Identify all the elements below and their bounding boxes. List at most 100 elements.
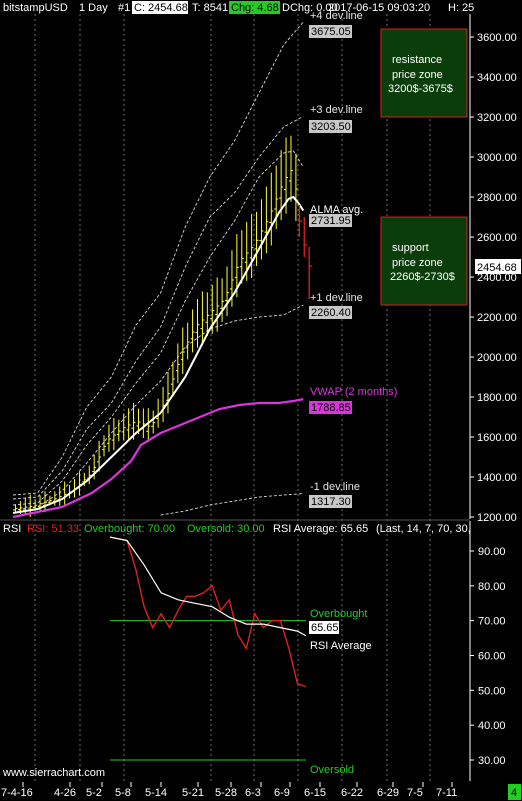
price-bar [13,504,18,513]
price-bar [161,386,166,422]
price-bar [264,186,269,254]
price-bar [116,419,121,442]
rsi-oversold-text: Oversold: 30.00 [187,523,265,535]
rsi-line [109,536,307,688]
header-trades: T: 8541 [192,2,228,14]
rsi-average-line [109,536,307,637]
price-bar [185,322,190,360]
alma-line [12,195,305,514]
rsi-value: RSI: 51.33 [27,523,79,535]
price-bar [269,172,274,246]
y-tick-label: 2200.00 [477,312,517,324]
price-bar [146,408,151,443]
price-bar [254,211,259,266]
price-bar [259,199,264,260]
x-tick-label: 6-15 [304,787,326,799]
corner-tag-text: 4 [511,787,517,799]
alma-label: ALMA avg. [310,204,363,216]
x-tick-label: 5-2 [86,787,102,799]
rsi-name: RSI [3,523,21,535]
plus3-value: 3203.50 [311,121,351,133]
price-bar [23,497,28,516]
resistance-zone-line1: resistance [392,54,442,66]
plus3-label: +3 dev.line [310,104,363,116]
rsi-y-tick-label: 70.00 [478,616,506,628]
header-close: C: 2454.68 [134,2,188,14]
corner-tag: 4 [508,784,521,800]
price-bar [62,481,67,506]
x-tick-label: 4-26 [54,787,76,799]
y-tick-label: 1400.00 [477,472,517,484]
price-bar [106,424,111,452]
resistance-zone: resistance price zone 3200$-3675$ [380,28,468,118]
header-number: #1 [118,2,130,14]
x-tick-label: 7-4-16 [1,787,33,799]
rsi-average-label: RSI Average [310,640,372,652]
price-bar-down [303,217,308,257]
x-tick-label: 7-11 [436,787,457,799]
plus1-label: +1 dev.line [310,292,363,304]
plus4-value: 3675.05 [311,26,351,38]
price-bar [102,435,107,457]
support-zone-line2: price zone [392,257,443,269]
y-tick-label: 2000.00 [477,352,517,364]
vwap-line [12,398,304,519]
x-tick-label: 5-14 [145,787,167,799]
price-bar [126,408,131,441]
deviation-band-line [12,304,304,511]
overbought-label: Overbought [310,608,367,620]
support-zone-line1: support [392,242,429,254]
rsi-y-tick-label: 80.00 [478,581,506,593]
watermark: www.sierrachart.com [2,767,105,779]
header-interval: 1 Day [79,2,108,14]
rsi-average-text: RSI Average: 65.65 [273,523,368,535]
price-bar [165,371,170,414]
y-tick-label: 2600.00 [477,232,517,244]
x-tick-label: 6-9 [274,787,290,799]
rsi-y-tick-label: 40.00 [478,720,506,732]
minus1-label: -1 dev.line [310,481,360,493]
rsi-average-value: 65.65 [311,622,339,634]
support-zone: support price zone 2260$-2730$ [380,216,468,306]
deviation-band-line [12,150,304,506]
x-tick-label: 7-5 [407,787,423,799]
header-dchg: DChg: 0.00 [282,2,338,14]
price-bar [190,309,195,353]
price-bar [57,486,62,506]
price-bar [121,413,126,441]
header-chg: Chg: 4.68 [231,2,279,14]
plus4-label: +4 dev.line [310,10,363,22]
price-bar [170,361,175,395]
x-tick-label: 6-29 [377,787,399,799]
y-tick-label: 2400.00 [477,272,517,284]
y-tick-label: 3400.00 [477,72,517,84]
last-price-marker: 2454.68 [475,259,521,274]
y-tick-label: 1200.00 [477,512,517,524]
rsi-header: RSI RSI: 51.33 Overbought: 70.00 Oversol… [3,523,471,535]
price-bar [141,408,146,439]
price-bar [131,403,136,440]
price-bar [215,277,220,332]
header-high: H: 25 [448,2,474,14]
rsi-y-tick-label: 60.00 [478,651,506,663]
y-tick-label: 3200.00 [477,112,517,124]
rsi-overbought-text: Overbought: 70.00 [84,523,175,535]
x-tick-label: 5-28 [215,787,237,799]
y-tick-label: 3600.00 [477,32,517,44]
rsi-y-axis: 30.00 40.00 50.00 60.00 70.00 80.00 90.00 [469,521,506,781]
x-tick-label: 5-8 [115,787,131,799]
price-bar [200,291,205,346]
price-bar [220,278,225,323]
alma-value: 2731.95 [311,215,351,227]
price-bar-down [308,247,313,299]
price-bar [205,292,210,336]
rsi-y-tick-label: 50.00 [478,685,506,697]
price-bars [13,135,298,517]
y-tick-label: 1600.00 [477,432,517,444]
rsi-y-tick-label: 30.00 [478,755,506,767]
rsi-labels: Overbought 65.65 RSI Average Oversold [309,608,372,776]
deviation-band-line [160,493,304,516]
deviation-band-line [12,116,304,500]
header-datetime: 2017-06-15 09:03:20 [328,2,430,14]
resistance-zone-line2: price zone [392,69,443,81]
